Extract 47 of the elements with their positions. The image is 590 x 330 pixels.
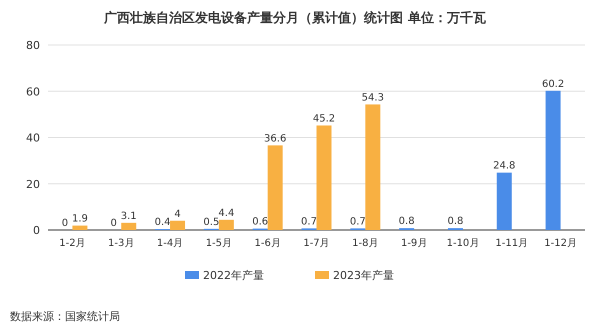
- x-tick-label: 1-6月: [254, 238, 281, 249]
- data-label: 0.8: [448, 216, 464, 228]
- x-tick-label: 1-11月: [495, 238, 528, 249]
- x-tick-label: 1-5月: [206, 238, 232, 249]
- data-label: 0.7: [301, 216, 317, 228]
- x-tick-label: 1-8月: [352, 238, 378, 249]
- data-label: 54.3: [362, 92, 384, 104]
- bar: [121, 222, 136, 230]
- bar: [218, 220, 234, 230]
- data-label: 0.6: [252, 216, 268, 228]
- data-label: 24.8: [493, 160, 516, 172]
- data-label: 0: [110, 218, 117, 229]
- data-label: 0.5: [203, 216, 220, 228]
- y-tick-label: 60: [26, 85, 40, 98]
- x-tick-label: 1-2月: [59, 238, 86, 249]
- bar: [546, 90, 561, 230]
- x-tick-label: 1-4月: [156, 238, 184, 249]
- source-note: 数据来源：国家统计局: [10, 310, 120, 323]
- data-label: 60.2: [542, 78, 564, 90]
- data-label: 3.1: [120, 210, 137, 222]
- data-label: 0.8: [398, 216, 415, 228]
- data-label: 4: [174, 208, 181, 220]
- legend-label: 2022年产量: [203, 269, 264, 282]
- x-tick-label: 1-9月: [400, 238, 428, 249]
- bar: [268, 145, 283, 230]
- bar: [496, 172, 512, 230]
- y-tick-label: 80: [26, 39, 40, 52]
- data-label: 1.9: [72, 214, 88, 225]
- legend-label: 2023年产量: [333, 269, 394, 282]
- bar: [170, 220, 186, 230]
- data-label: 36.6: [264, 133, 286, 144]
- data-label: 0.7: [350, 216, 366, 228]
- y-tick-label: 40: [26, 132, 40, 144]
- chart-title: 广西壮族自治区发电设备产量分月（累计值）统计图 单位：万千瓦: [103, 10, 486, 26]
- data-label: 4.4: [218, 208, 234, 219]
- data-label: 0: [62, 218, 68, 229]
- bar: [365, 104, 380, 230]
- x-tick-label: 1-7月: [303, 238, 330, 249]
- data-label: 0.4: [154, 217, 170, 228]
- y-tick-label: 20: [26, 178, 40, 191]
- bar: [316, 125, 332, 230]
- x-tick-label: 1-12月: [544, 238, 577, 249]
- bar: [72, 226, 88, 230]
- x-tick-label: 1-10月: [446, 238, 480, 249]
- y-tick-label: 0: [33, 224, 40, 237]
- data-label: 45.2: [312, 113, 336, 124]
- x-tick-label: 1-3月: [108, 238, 134, 249]
